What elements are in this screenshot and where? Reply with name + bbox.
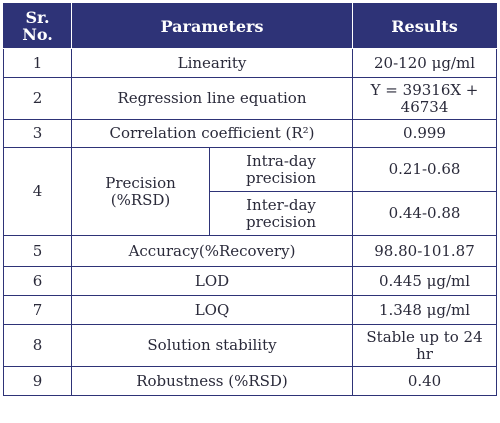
result-cell: 0.40 [352,366,498,396]
table-row: 8 Solution stability Stable up to 24 hr [3,324,498,367]
parameter-cell: Accuracy(%Recovery) [70,235,354,267]
table-row: 1 Linearity 20-120 μg/ml [3,48,498,78]
sub-parameter-cell: Intra-day precision [208,147,354,192]
result-cell: 0.999 [352,119,498,148]
header-sr-line1: Sr. [25,8,50,27]
sr-cell: 5 [3,235,72,267]
result-cell: 0.21-0.68 [352,147,498,192]
sub-parameter-cell: Inter-day precision [208,191,354,236]
table-row: 6 LOD 0.445 μg/ml [3,266,498,296]
table-row: 5 Accuracy(%Recovery) 98.80-101.87 [3,235,498,267]
sr-cell: 6 [3,266,72,296]
table-row: 3 Correlation coefficient (R²) 0.999 [3,119,498,148]
result-cell: 1.348 μg/ml [352,295,498,325]
sr-cell: 8 [3,324,72,367]
result-cell: 98.80-101.87 [352,235,498,267]
header-sr-line2: No. [22,25,53,44]
header-sr-no: Sr. No. [3,3,72,49]
parameter-cell: Precision (%RSD) [71,147,210,236]
results-table-container: Sr. No. Parameters Results 1 Linearity 2… [3,3,498,419]
parameter-cell: Linearity [70,48,354,78]
sr-cell: 1 [3,48,72,78]
sr-cell: 3 [3,119,72,148]
parameter-cell: Correlation coefficient (R²) [70,119,354,148]
result-cell: Stable up to 24 hr [352,324,498,367]
result-cell: 20-120 μg/ml [352,48,498,78]
table-row: Inter-day precision 0.44-0.88 [4,191,498,236]
result-cell: Y = 39316X + 46734 [352,77,498,120]
sr-cell: 4 [3,147,72,236]
table-row: 7 LOQ 1.348 μg/ml [3,295,498,325]
table-row: 4 Precision (%RSD) Intra-day precision 0… [3,147,498,236]
parameter-cell: Solution stability [70,324,354,367]
header-parameters: Parameters [70,3,354,49]
result-cell: 0.44-0.88 [352,191,498,236]
header-results: Results [352,3,498,49]
parameter-cell: LOD [70,266,354,296]
validation-results-table: Sr. No. Parameters Results 1 Linearity 2… [3,3,498,396]
table-row: 9 Robustness (%RSD) 0.40 [3,366,498,396]
sr-cell: 7 [3,295,72,325]
table-header-row: Sr. No. Parameters Results [3,3,498,49]
result-cell: 0.445 μg/ml [352,266,498,296]
parameter-cell: Regression line equation [70,77,354,120]
sr-cell: 2 [3,77,72,120]
parameter-cell: LOQ [70,295,354,325]
parameter-cell: Robustness (%RSD) [70,366,354,396]
sr-cell: 9 [3,366,72,396]
table-row: 2 Regression line equation Y = 39316X + … [3,77,498,120]
